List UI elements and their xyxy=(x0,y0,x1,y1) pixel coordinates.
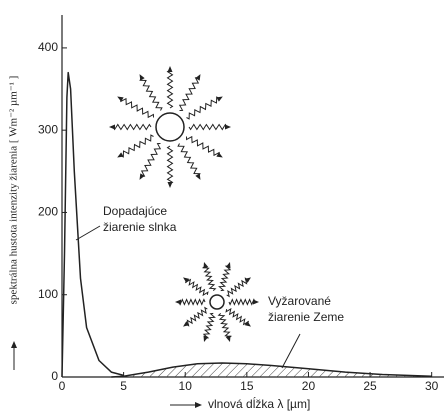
ray xyxy=(178,77,200,111)
ray xyxy=(225,307,250,326)
ray xyxy=(140,143,162,177)
ray-arrowhead xyxy=(244,321,251,327)
ray-arrowhead xyxy=(203,262,209,269)
ray xyxy=(112,123,152,131)
ray xyxy=(120,97,154,119)
sun xyxy=(209,294,225,310)
curve xyxy=(61,71,124,378)
ray-arrowhead xyxy=(139,74,145,81)
ray-arrowhead xyxy=(195,173,201,180)
x-tick-label: 0 xyxy=(59,379,66,393)
curve xyxy=(111,362,432,378)
ray-arrowhead xyxy=(167,66,173,72)
y-axis-label: spektrálna hustota intenzity žiarenia [ … xyxy=(8,76,20,305)
x-tick-label: 20 xyxy=(302,379,316,393)
ray-arrowhead xyxy=(203,335,209,342)
ray-arrowhead xyxy=(225,335,231,342)
y-tick-label: 100 xyxy=(38,287,58,301)
ray-arrowhead xyxy=(216,152,223,158)
annotation: žiarenie Zeme xyxy=(268,310,344,324)
y-tick-label: 300 xyxy=(38,122,58,136)
ray xyxy=(188,123,228,131)
ray-arrowhead xyxy=(109,124,115,130)
ray xyxy=(166,69,174,109)
ray-arrowhead xyxy=(167,182,173,188)
ray-arrowhead xyxy=(225,124,231,130)
ray xyxy=(139,77,163,111)
ray xyxy=(217,313,233,339)
ray xyxy=(186,306,208,327)
y-tick-label: 400 xyxy=(38,40,58,54)
ray xyxy=(201,265,217,291)
ray xyxy=(186,96,220,120)
ray xyxy=(218,265,232,292)
x-tick-label: 15 xyxy=(240,379,254,393)
annotation: Dopadajúce xyxy=(103,204,167,218)
x-label-arrowhead xyxy=(195,402,202,408)
y-tick-label: 0 xyxy=(51,369,58,383)
ray xyxy=(177,143,201,177)
ray-arrowhead xyxy=(183,277,190,283)
annotation: Vyžarované xyxy=(268,294,331,308)
ray-arrowhead xyxy=(216,96,223,102)
ray-arrowhead xyxy=(253,299,259,305)
ray xyxy=(178,298,206,306)
x-tick-label: 25 xyxy=(363,379,377,393)
x-tick-label: 30 xyxy=(425,379,439,393)
annotation: žiarenie slnka xyxy=(103,220,177,234)
ray-arrowhead xyxy=(225,262,231,269)
ray xyxy=(226,277,248,298)
ray xyxy=(120,134,154,158)
ray xyxy=(186,135,220,157)
x-tick-label: 5 xyxy=(120,379,127,393)
ray-arrowhead xyxy=(183,321,190,327)
ray xyxy=(184,278,209,297)
ray xyxy=(228,298,256,306)
ray-arrowhead xyxy=(117,152,124,158)
leader xyxy=(281,333,301,369)
y-tick-label: 200 xyxy=(38,205,58,219)
ray-arrowhead xyxy=(175,299,181,305)
ray-arrowhead xyxy=(117,96,124,102)
leader xyxy=(75,225,101,241)
x-tick-label: 10 xyxy=(179,379,193,393)
y-label-arrowhead xyxy=(11,341,17,348)
ray xyxy=(166,145,174,185)
sun xyxy=(155,112,185,142)
hatched-area xyxy=(111,363,432,377)
x-axis-label: vlnová dĺžka λ [µm] xyxy=(208,396,310,411)
ray-arrowhead xyxy=(244,277,251,283)
ray xyxy=(202,312,216,339)
ray-arrowhead xyxy=(195,74,201,81)
ray-arrowhead xyxy=(139,173,145,180)
